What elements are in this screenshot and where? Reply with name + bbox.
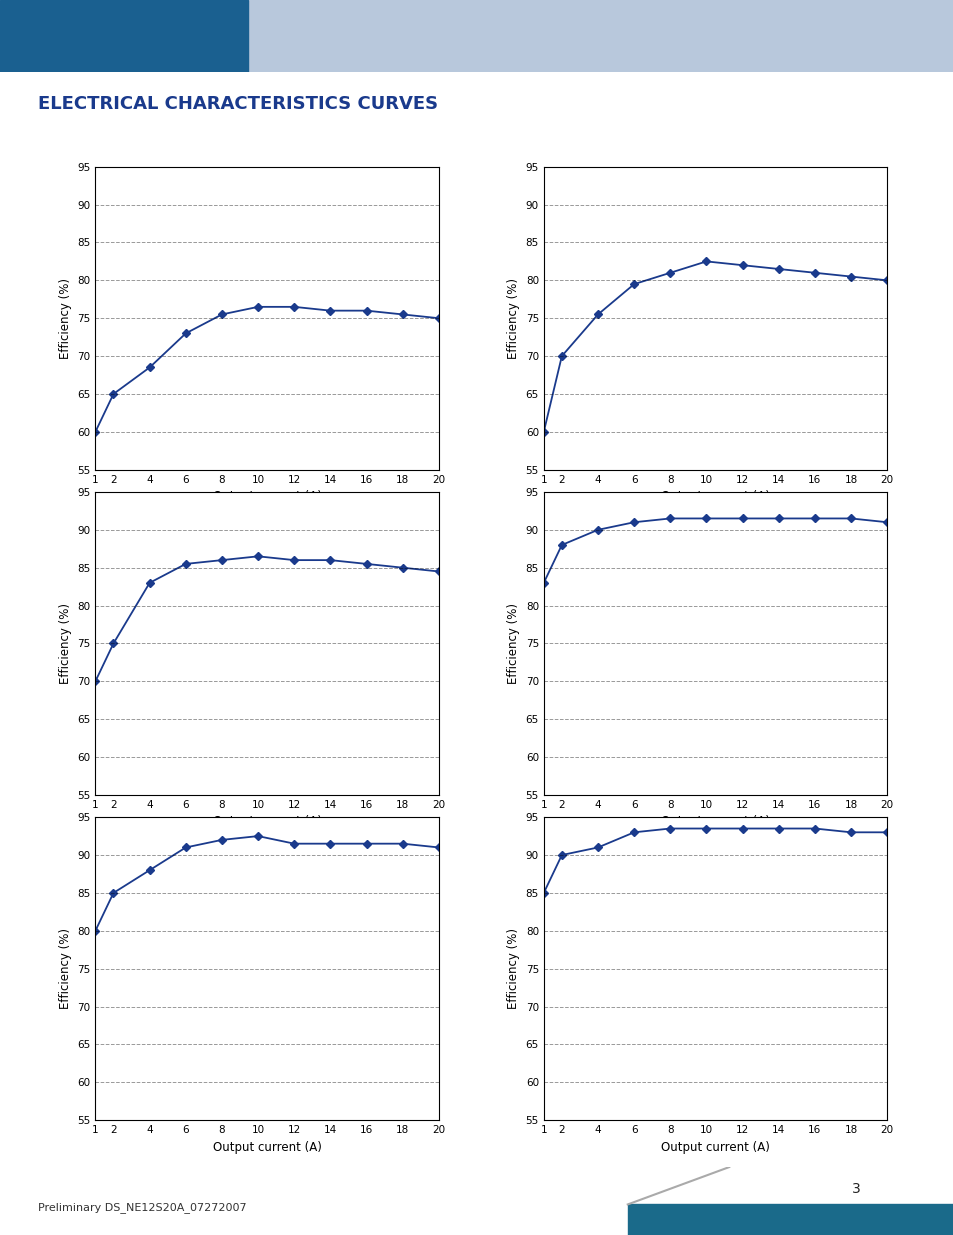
Y-axis label: Efficiency (%): Efficiency (%) [507,603,519,684]
Y-axis label: Efficiency (%): Efficiency (%) [59,929,71,1009]
Text: Preliminary DS_NE12S20A_07272007: Preliminary DS_NE12S20A_07272007 [38,1202,247,1213]
X-axis label: Output current (A): Output current (A) [660,815,769,829]
Bar [627,1204,953,1235]
X-axis label: Output current (A): Output current (A) [213,815,321,829]
X-axis label: Output current (A): Output current (A) [660,490,769,503]
Y-axis label: Efficiency (%): Efficiency (%) [59,603,71,684]
Text: 3: 3 [851,1182,860,1195]
Text: ELECTRICAL CHARACTERISTICS CURVES: ELECTRICAL CHARACTERISTICS CURVES [38,95,437,112]
X-axis label: Output current (A): Output current (A) [213,1141,321,1153]
Y-axis label: Efficiency (%): Efficiency (%) [59,278,71,358]
X-axis label: Output current (A): Output current (A) [660,1141,769,1153]
Y-axis label: Efficiency (%): Efficiency (%) [507,278,519,358]
X-axis label: Output current (A): Output current (A) [213,490,321,503]
Y-axis label: Efficiency (%): Efficiency (%) [507,929,519,1009]
Bar [0,0,248,72]
